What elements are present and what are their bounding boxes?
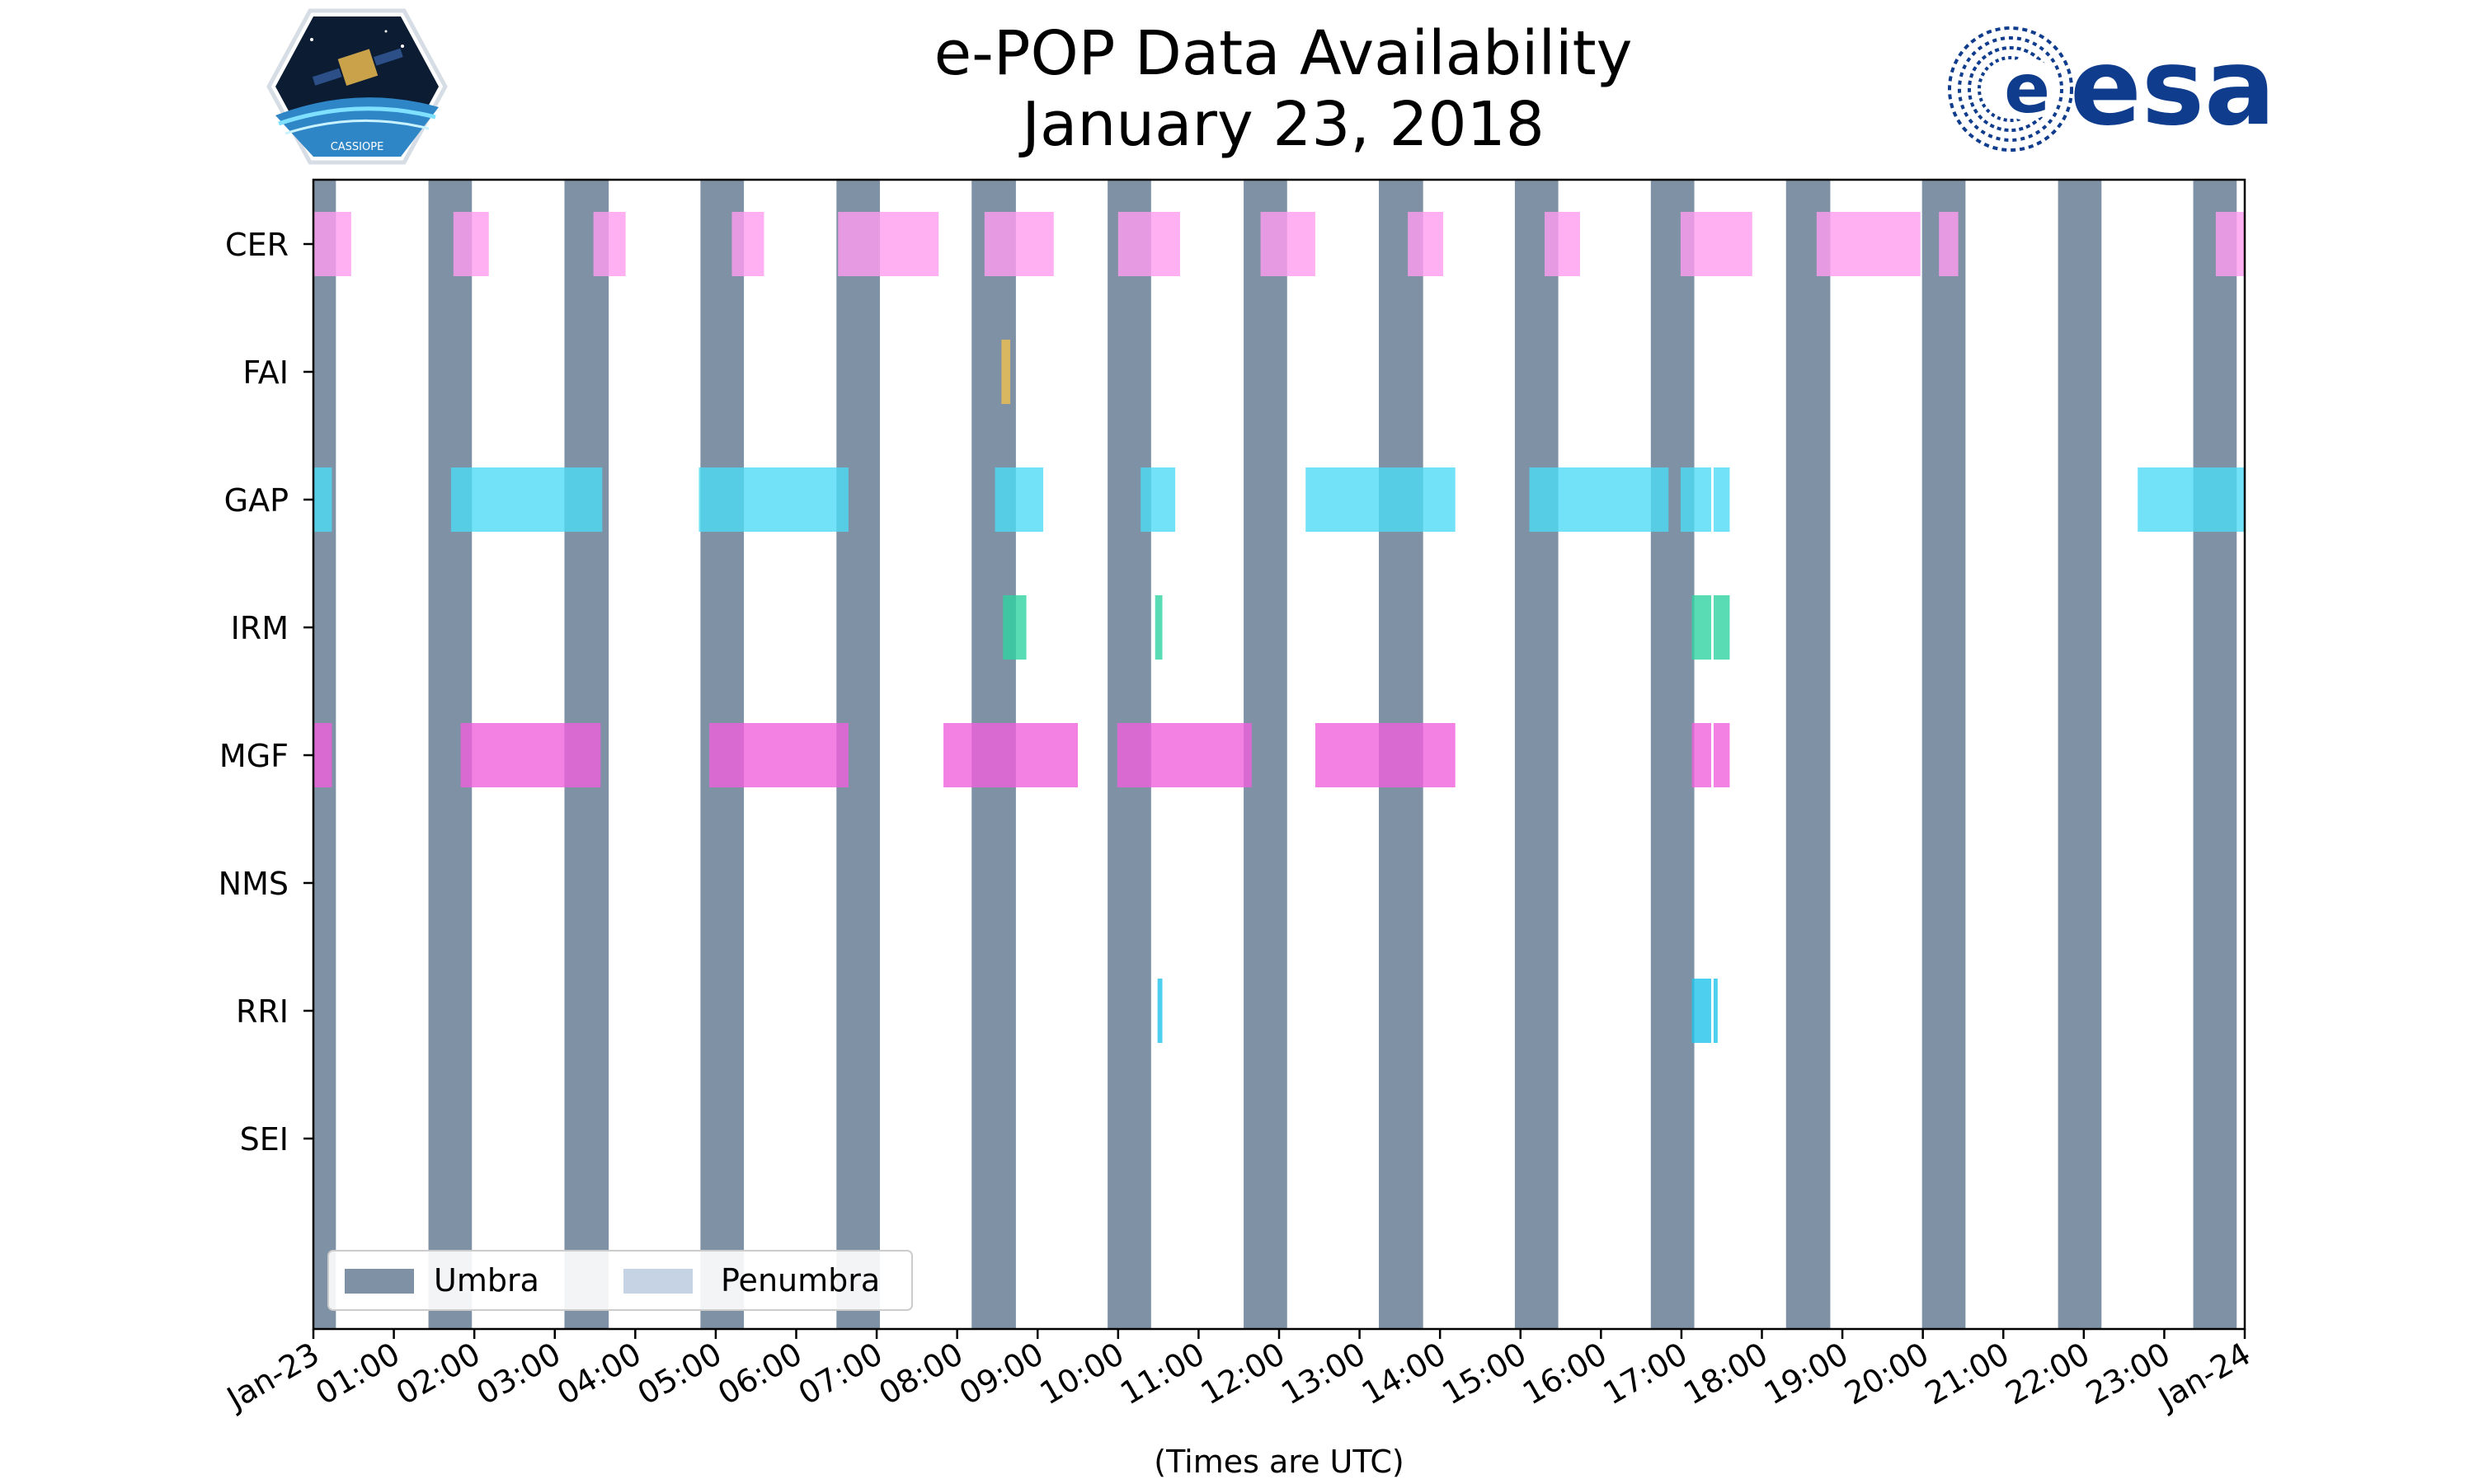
instrument-bars xyxy=(313,212,2245,1043)
availability-bar-cer xyxy=(1260,212,1315,276)
availability-bar-rri xyxy=(1713,979,1718,1043)
x-tick-label: 21:00 xyxy=(1919,1336,2015,1412)
umbra-bands xyxy=(313,180,2237,1329)
umbra-band xyxy=(1514,180,1559,1329)
availability-bar-irm xyxy=(1713,595,1730,660)
availability-bar-irm xyxy=(1003,595,1027,660)
availability-bar-gap xyxy=(1305,467,1456,532)
availability-bar-cer xyxy=(1117,212,1180,276)
availability-bar-gap xyxy=(313,467,332,532)
x-tick-label: 14:00 xyxy=(1356,1336,1452,1412)
availability-bar-gap xyxy=(995,467,1044,532)
y-tick-label-nms: NMS xyxy=(219,866,289,902)
x-tick-label: 10:00 xyxy=(1033,1336,1130,1412)
svg-text:e: e xyxy=(2004,50,2050,129)
y-tick-label-rri: RRI xyxy=(236,993,289,1030)
x-tick-label: 17:00 xyxy=(1597,1336,1694,1412)
x-tick-label: 19:00 xyxy=(1758,1336,1855,1412)
y-tick-label-fai: FAI xyxy=(242,355,289,391)
legend: Umbra Penumbra xyxy=(327,1250,913,1311)
chart-title: e-POP Data Availability January 23, 2018 xyxy=(0,18,2474,160)
x-tick-label: 01:00 xyxy=(309,1336,406,1412)
availability-bar-mgf xyxy=(1315,723,1456,787)
availability-bar-cer xyxy=(593,212,626,276)
x-tick-label: 09:00 xyxy=(953,1336,1050,1412)
availability-bar-mgf xyxy=(709,723,849,787)
x-tick-label: 03:00 xyxy=(470,1336,567,1412)
availability-bar-gap xyxy=(2138,467,2245,532)
x-tick-label: 20:00 xyxy=(1838,1336,1935,1412)
x-tick-label: 04:00 xyxy=(551,1336,647,1412)
y-tick-label-mgf: MGF xyxy=(219,738,289,774)
x-axis-label: (Times are UTC) xyxy=(1154,1444,1404,1480)
legend-swatch-penumbra xyxy=(623,1269,693,1294)
cassiope-logo: CASSIOPE xyxy=(266,8,448,165)
availability-bar-cer xyxy=(1545,212,1580,276)
availability-bar-cer xyxy=(2215,212,2245,276)
availability-bar-cer xyxy=(1816,212,1921,276)
umbra-band xyxy=(2058,180,2102,1329)
legend-box xyxy=(327,1250,913,1311)
chart-title-line2: January 23, 2018 xyxy=(1022,89,1545,160)
x-tick-label: 22:00 xyxy=(1999,1336,2095,1412)
availability-bar-cer xyxy=(1680,212,1752,276)
availability-bar-gap xyxy=(1713,467,1730,532)
availability-bar-irm xyxy=(1691,595,1712,660)
umbra-band xyxy=(1785,180,1831,1329)
availability-bar-cer xyxy=(984,212,1054,276)
x-tick-label: 16:00 xyxy=(1517,1336,1613,1412)
availability-bar-gap xyxy=(450,467,603,532)
x-tick-label: 13:00 xyxy=(1275,1336,1371,1412)
availability-bar-mgf xyxy=(1691,723,1712,787)
chart-title-line1: e-POP Data Availability xyxy=(934,18,1633,89)
availability-bar-cer xyxy=(1939,212,1959,276)
umbra-band xyxy=(1650,180,1695,1329)
legend-label-umbra: Umbra xyxy=(434,1262,539,1298)
availability-bar-cer xyxy=(731,212,764,276)
cassiope-logo-text: CASSIOPE xyxy=(331,141,384,153)
x-tick-label: 06:00 xyxy=(712,1336,808,1412)
availability-bar-mgf xyxy=(460,723,601,787)
x-tick-label: 05:00 xyxy=(632,1336,728,1412)
x-tick-label: 08:00 xyxy=(872,1336,969,1412)
x-tick-label: 02:00 xyxy=(390,1336,487,1412)
x-tick-label: 11:00 xyxy=(1114,1336,1211,1412)
availability-bar-gap xyxy=(698,467,849,532)
availability-bar-gap xyxy=(1680,467,1712,532)
x-tick-label: Jan-24 xyxy=(2151,1336,2256,1417)
availability-bar-cer xyxy=(313,212,351,276)
umbra-band xyxy=(2193,180,2237,1329)
umbra-band xyxy=(1921,180,1966,1329)
availability-bar-mgf xyxy=(1117,723,1252,787)
legend-swatch-umbra xyxy=(345,1269,414,1294)
availability-bar-gap xyxy=(1141,467,1176,532)
availability-bar-irm xyxy=(1155,595,1163,660)
availability-bar-mgf xyxy=(313,723,332,787)
availability-bar-cer xyxy=(838,212,939,276)
availability-bar-rri xyxy=(1157,979,1163,1043)
availability-bar-cer xyxy=(453,212,489,276)
legend-label-penumbra: Penumbra xyxy=(721,1262,880,1298)
x-tick-label: Jan-23 xyxy=(219,1336,325,1417)
y-tick-label-irm: IRM xyxy=(231,610,289,646)
availability-bar-fai xyxy=(1001,340,1011,404)
availability-bar-mgf xyxy=(1713,723,1730,787)
availability-bar-rri xyxy=(1691,979,1712,1043)
x-tick-label: 18:00 xyxy=(1677,1336,1774,1412)
x-tick-label: 12:00 xyxy=(1195,1336,1291,1412)
x-tick-label: 07:00 xyxy=(793,1336,889,1412)
x-tick-label: 15:00 xyxy=(1436,1336,1532,1412)
availability-bar-gap xyxy=(1529,467,1669,532)
y-tick-label-sei: SEI xyxy=(240,1121,289,1158)
availability-bar-mgf xyxy=(943,723,1079,787)
availability-bar-cer xyxy=(1408,212,1444,276)
y-tick-label-gap: GAP xyxy=(224,482,289,519)
esa-logo-text: esa xyxy=(2070,26,2275,149)
y-tick-label-cer: CER xyxy=(225,227,289,263)
esa-logo: e esa xyxy=(1948,26,2275,152)
